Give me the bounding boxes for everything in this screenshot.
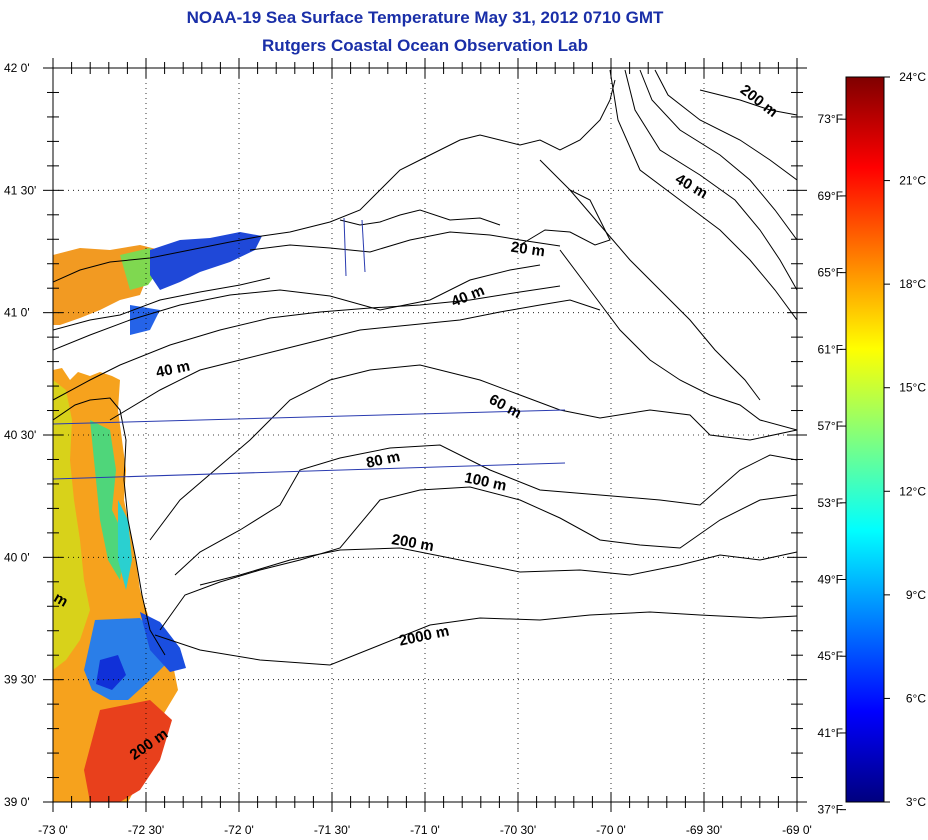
lat-tick-label: 41 30' <box>4 183 36 197</box>
transect-sound-2 <box>361 219 366 273</box>
coastline <box>53 79 616 656</box>
lon-tick-label: -71 30' <box>314 823 350 837</box>
lon-tick-label: -72 30' <box>128 823 164 837</box>
axis-ticks: -73 0' -72 30' -72 0' -71 30' -71 0' -70 30' -… <box>4 58 812 837</box>
colorbar-fahrenheit-label: 41°F <box>818 726 843 740</box>
contour-label: 200 m <box>390 531 435 555</box>
sst-patch-warm-south <box>84 700 172 802</box>
contour-gulf-of-maine-b <box>624 69 797 291</box>
sst-data-layer <box>53 232 262 802</box>
lat-tick-label: 40 0' <box>4 550 30 564</box>
sst-patch-southwest <box>53 368 178 802</box>
colorbar-fahrenheit-label: 65°F <box>818 266 843 280</box>
transect-sound-1 <box>343 217 347 277</box>
contour-60m <box>109 299 601 421</box>
colorbar-fahrenheit-label: 69°F <box>818 189 843 203</box>
lon-tick-label: -70 30' <box>500 823 536 837</box>
colorbar-celsius-label: 6°C <box>906 691 926 705</box>
contour-label: 2000 m <box>397 623 450 650</box>
contour-80m <box>149 364 797 541</box>
contour-gulf-of-maine-d <box>654 69 797 181</box>
lat-tick-label: 40 30' <box>4 428 36 442</box>
contour-georges <box>559 249 797 431</box>
contour-20m <box>249 231 561 253</box>
contour-deep-1 <box>699 89 797 116</box>
sst-patch-cold-core <box>96 655 126 690</box>
sst-patch-inshore-cyan <box>118 500 132 590</box>
sst-patch-ny-bight <box>130 305 160 335</box>
colorbar-celsius-label: 12°C <box>899 484 926 498</box>
chart-title: NOAA-19 Sea Surface Temperature May 31, … <box>186 8 664 27</box>
coastline-li <box>53 79 616 283</box>
lat-tick-label: 39 30' <box>4 673 36 687</box>
contour-40m-inner <box>53 285 561 401</box>
lat-tick-label: 41 0' <box>4 306 30 320</box>
contour-gulf-of-maine-c <box>639 69 797 241</box>
contour-label: 60 m <box>486 391 524 422</box>
contour-nantucket <box>539 159 761 401</box>
colorbar-labels: 24°C 21°C 18°C 15°C 12°C 9°C 6°C 3°C 73°F 69°F 65°… <box>818 70 927 817</box>
colorbar-fahrenheit-label: 37°F <box>818 803 843 817</box>
chart-subtitle: Rutgers Coastal Ocean Observation Lab <box>262 36 588 55</box>
contour-40m-shelf <box>53 264 541 351</box>
coastline-islands <box>339 209 501 226</box>
contour-gulf-of-maine-a <box>609 69 797 321</box>
colorbar-celsius-label: 18°C <box>899 277 926 291</box>
colorbar-celsius-label: 9°C <box>906 588 926 602</box>
contour-100m <box>174 444 797 576</box>
sst-patch-coast-cool <box>53 380 90 670</box>
colorbar-fahrenheit-label: 53°F <box>818 496 843 510</box>
colorbar-celsius-label: 24°C <box>899 70 926 84</box>
contour-label: 20 m <box>510 239 546 261</box>
lat-lon-grid <box>53 68 797 802</box>
bathymetry-contours <box>53 69 797 666</box>
contour-2000m <box>154 611 797 666</box>
contour-label: 40 m <box>672 171 710 203</box>
lon-tick-label: -73 0' <box>38 823 68 837</box>
colorbar-fahrenheit-label: 49°F <box>818 573 843 587</box>
colorbar-celsius-label: 21°C <box>899 174 926 188</box>
lat-tick-label: 39 0' <box>4 795 30 809</box>
lat-tick-label: 42 0' <box>4 61 30 75</box>
colorbar-celsius-label: 15°C <box>899 381 926 395</box>
lon-tick-label: -71 0' <box>410 823 440 837</box>
transect-north <box>53 409 566 425</box>
contour-200m-south <box>199 547 797 586</box>
transect-lines <box>53 217 566 480</box>
transect-south <box>53 462 566 480</box>
contour-label: 40 m <box>154 358 191 382</box>
lon-tick-label: -69 0' <box>782 823 812 837</box>
colorbar-fahrenheit-label: 45°F <box>818 649 843 663</box>
coastline-nj <box>53 397 166 656</box>
contour-200m-shelf-break <box>159 486 797 631</box>
lon-tick-label: -72 0' <box>224 823 254 837</box>
contour-label: 80 m <box>365 448 402 472</box>
sst-patch-sound-blue <box>150 232 262 290</box>
lon-tick-label: -69 30' <box>686 823 722 837</box>
lon-tick-label: -70 0' <box>596 823 626 837</box>
coastline-cape-cod <box>519 189 611 246</box>
colorbar <box>845 76 885 803</box>
colorbar-celsius-label: 3°C <box>906 795 926 809</box>
colorbar-fahrenheit-label: 61°F <box>818 342 843 356</box>
sst-patch-offshore-cyan <box>140 612 186 672</box>
coastline-southshore <box>53 277 271 331</box>
sst-patch-inshore-green <box>90 420 126 580</box>
contour-label: 40 m <box>449 282 487 311</box>
colorbar-fahrenheit-label: 73°F <box>818 112 843 126</box>
colorbar-fahrenheit-label: 57°F <box>818 419 843 433</box>
